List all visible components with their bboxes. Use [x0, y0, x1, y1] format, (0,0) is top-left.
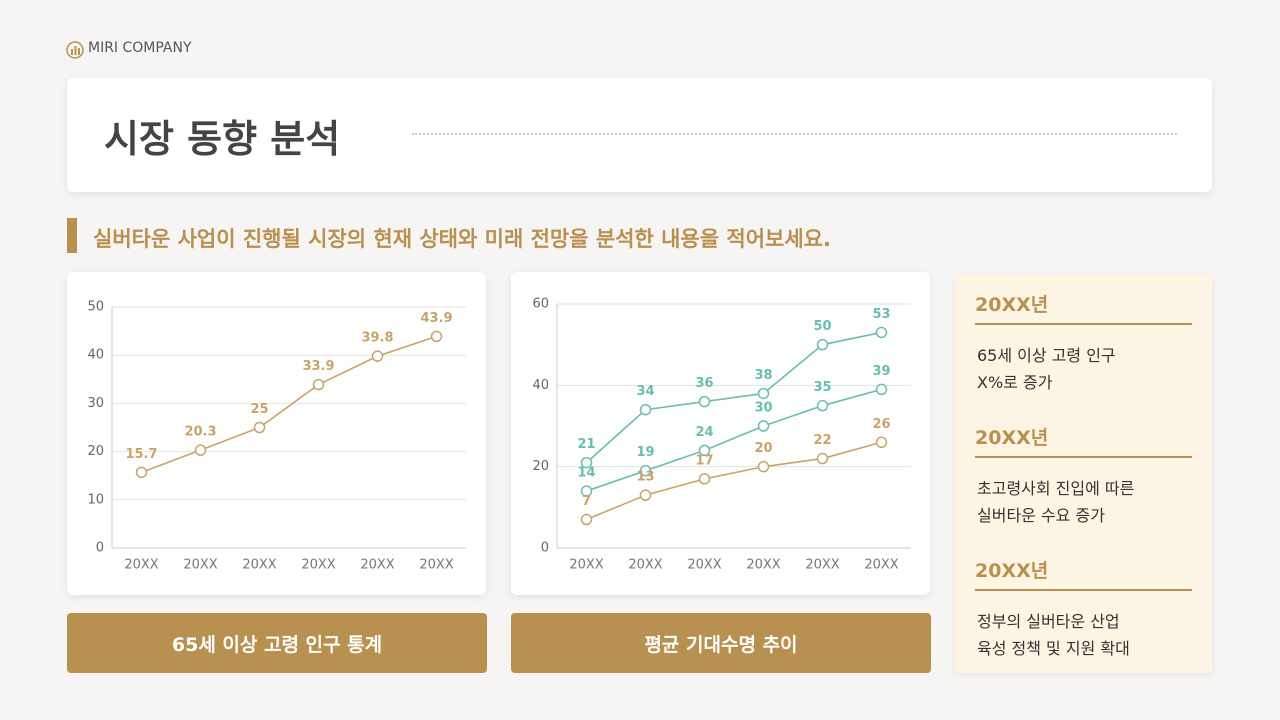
x-tick-label: 20XX: [183, 558, 217, 573]
brand: MIRI COMPANY: [88, 40, 192, 56]
data-label: 39.8: [361, 331, 393, 346]
x-tick-label: 20XX: [419, 558, 453, 573]
x-tick-label: 20XX: [746, 558, 780, 573]
data-point: [639, 489, 652, 501]
data-label: 33.9: [302, 359, 334, 374]
data-label: 36: [695, 376, 713, 391]
y-tick-label: 60: [532, 297, 549, 312]
y-tick-label: 20: [87, 444, 104, 459]
y-tick-label: 30: [87, 396, 104, 411]
note-text: 정부의 실버타운 산업: [977, 612, 1120, 631]
data-point: [253, 421, 266, 434]
data-point: [816, 399, 829, 412]
x-tick-label: 20XX: [864, 558, 898, 573]
data-label: 43.9: [420, 311, 452, 326]
divider: [412, 133, 1177, 135]
y-tick-label: 0: [541, 541, 549, 556]
data-label: 39: [872, 364, 890, 379]
data-point: [312, 378, 325, 391]
data-point: [580, 513, 593, 526]
chart-caption: 평균 기대수명 추이: [511, 613, 931, 673]
data-label: 21: [577, 437, 595, 452]
header-card: [67, 78, 1212, 192]
y-tick-label: 0: [96, 541, 104, 556]
data-label: 35: [813, 380, 831, 395]
data-label: 34: [636, 384, 654, 399]
data-point: [580, 485, 593, 497]
data-point: [135, 466, 148, 479]
x-tick-label: 20XX: [628, 558, 662, 573]
data-point: [757, 387, 770, 400]
data-point: [816, 452, 829, 465]
data-point: [194, 444, 207, 456]
data-point: [698, 444, 711, 457]
x-tick-label: 20XX: [805, 558, 839, 573]
data-label: 38: [754, 368, 772, 383]
data-point: [639, 403, 652, 416]
data-point: [698, 395, 711, 408]
data-label: 24: [695, 425, 713, 440]
data-label: 25: [250, 402, 268, 417]
series-line: [586, 388, 882, 492]
note-heading: 20XX년: [975, 556, 1192, 591]
brand-icon: [66, 41, 84, 59]
data-label: 20: [754, 441, 772, 456]
y-tick-label: 40: [532, 378, 549, 393]
data-point: [816, 338, 829, 351]
data-label: 7: [582, 494, 591, 509]
data-point: [757, 460, 770, 473]
x-tick-label: 20XX: [301, 558, 335, 573]
data-label: 19: [636, 445, 654, 460]
x-tick-label: 20XX: [242, 558, 276, 573]
data-label: 15.7: [125, 447, 157, 462]
note-text: 65세 이상 고령 인구: [977, 346, 1116, 365]
data-label: 50: [813, 319, 831, 334]
y-tick-label: 20: [532, 459, 549, 474]
data-label: 13: [636, 470, 654, 485]
data-label: 26: [872, 417, 890, 432]
x-tick-label: 20XX: [124, 558, 158, 573]
x-tick-label: 20XX: [569, 558, 603, 573]
notes-panel: 20XX년 65세 이상 고령 인구 X%로 증가 20XX년 초고령사회 진입에 따른…: [955, 275, 1212, 673]
accent-bar: [67, 218, 77, 253]
data-label: 30: [754, 401, 772, 416]
note-heading: 20XX년: [975, 423, 1192, 458]
series-line: [586, 441, 882, 521]
data-point: [580, 456, 593, 469]
x-tick-label: 20XX: [360, 558, 394, 573]
data-point: [875, 436, 888, 449]
note-text: X%로 증가: [977, 373, 1053, 392]
x-tick-label: 20XX: [687, 558, 721, 573]
subtitle: 실버타운 사업이 진행될 시장의 현재 상태와 미래 전망을 분석한 내용을 적…: [93, 227, 831, 251]
y-tick-label: 10: [87, 492, 104, 507]
data-label: 14: [577, 466, 595, 481]
chart-card: [67, 272, 486, 595]
series-line: [141, 335, 437, 474]
y-tick-label: 40: [87, 348, 104, 363]
page-title: 시장 동향 분석: [104, 117, 341, 161]
data-point: [698, 473, 711, 485]
data-point: [757, 420, 770, 432]
data-point: [430, 330, 443, 343]
data-point: [639, 464, 652, 477]
series-line: [585, 331, 882, 464]
data-point: [371, 350, 384, 362]
note-text: 육성 정책 및 지원 확대: [977, 639, 1130, 658]
data-label: 17: [695, 453, 713, 468]
data-label: 53: [872, 307, 890, 322]
data-point: [875, 326, 888, 339]
data-point: [875, 383, 888, 396]
data-label: 20.3: [184, 425, 216, 440]
data-label: 22: [813, 433, 831, 448]
chart-caption: 65세 이상 고령 인구 통계: [67, 613, 487, 673]
y-tick-label: 50: [87, 300, 104, 315]
note-heading: 20XX년: [975, 290, 1192, 325]
note-text: 실버타운 수요 증가: [977, 506, 1105, 525]
chart-card: [511, 272, 930, 595]
note-text: 초고령사회 진입에 따른: [977, 479, 1135, 498]
